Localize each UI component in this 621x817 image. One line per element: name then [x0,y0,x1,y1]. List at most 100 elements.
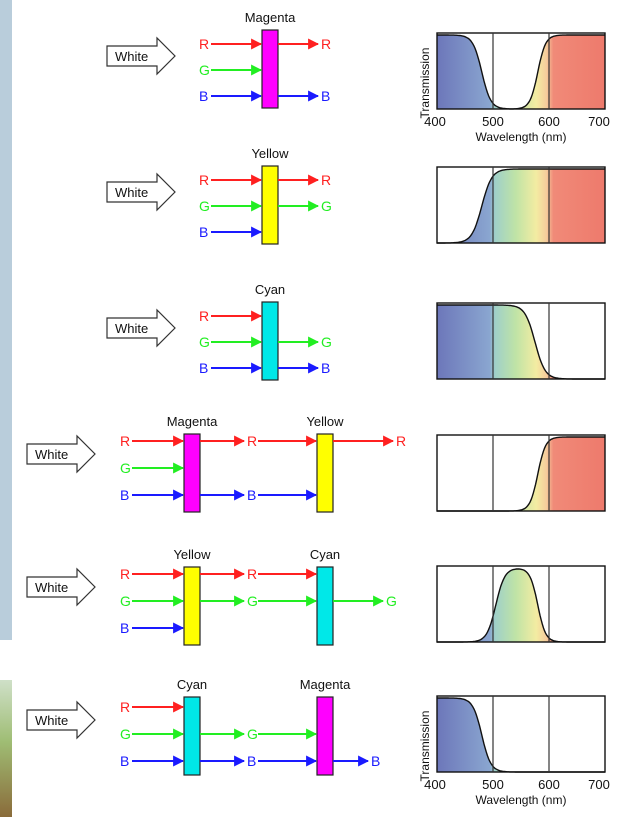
plot-frame [436,32,606,110]
x-tick-label: 600 [538,114,560,129]
transmission-curve [437,168,605,244]
filter-magenta [261,29,279,109]
input-label-r: R [199,172,209,188]
x-tick-label: 700 [588,777,610,792]
plot-frame [436,695,606,773]
input-label-r: R [199,308,209,324]
filter-yellow [183,566,201,646]
filter-label-magenta: Magenta [300,677,351,692]
filter-label-yellow: Yellow [251,146,289,161]
filter-magenta [183,433,201,513]
transmission-area [437,169,605,243]
filter-cyan [316,566,334,646]
x-axis-label: Wavelength (nm) [476,793,567,807]
input-label-b: B [120,487,129,503]
filter-yellow [261,165,279,245]
white-light-arrow-icon [106,36,176,76]
white-light-label: White [35,447,68,462]
plot-frame [436,434,606,512]
input-label-r: R [120,566,130,582]
filter-magenta [316,696,334,776]
filter-yellow [316,433,334,513]
filter-label-magenta: Magenta [245,10,296,25]
white-light-arrow-icon [106,308,176,348]
input-label-b: B [199,224,208,240]
output-label-b: B [321,88,330,104]
input-label-r: R [120,699,130,715]
transmission-curve [437,34,605,110]
filter-cyan [261,301,279,381]
input-label-g: G [120,593,131,609]
output-label-g: G [386,593,397,609]
x-tick-label: 600 [538,777,560,792]
output-label-b: B [247,753,256,769]
x-axis-label: Wavelength (nm) [476,130,567,144]
plot-frame [436,166,606,244]
filter-label-cyan: Cyan [310,547,340,562]
output-label-r: R [396,433,406,449]
filter-label-cyan: Cyan [255,282,285,297]
white-light-label: White [35,580,68,595]
input-label-b: B [120,753,129,769]
transmission-area [437,437,605,511]
input-label-g: G [199,62,210,78]
filter-label-yellow: Yellow [173,547,211,562]
background-photo-strip-top [0,0,12,640]
input-label-g: G [120,460,131,476]
output-label-b: B [321,360,330,376]
y-axis-label: Transmission [418,48,432,119]
x-tick-label: 400 [424,777,446,792]
white-light-label: White [115,185,148,200]
x-tick-label: 500 [482,777,504,792]
transmission-area [437,35,605,109]
white-light-arrow-icon [26,700,96,740]
x-tick-label: 500 [482,114,504,129]
input-label-b: B [199,360,208,376]
x-tick-label: 400 [424,114,446,129]
transmission-area [437,569,605,642]
white-light-arrow-icon [26,434,96,474]
plot-frame [436,565,606,643]
transmission-plot-2 [436,166,606,244]
output-label-g: G [247,726,258,742]
output-label-b: B [247,487,256,503]
input-label-r: R [120,433,130,449]
output-label-r: R [321,172,331,188]
filter-label-magenta: Magenta [167,414,218,429]
output-label-r: R [247,566,257,582]
background-photo-strip-bottom [0,680,12,817]
transmission-area [437,698,605,772]
transmission-area [437,305,605,379]
white-light-arrow-icon [106,172,176,212]
transmission-plot-5 [436,565,606,643]
input-label-b: B [120,620,129,636]
input-label-g: G [120,726,131,742]
output-label-b: B [371,753,380,769]
input-label-g: G [199,198,210,214]
filter-label-cyan: Cyan [177,677,207,692]
white-light-label: White [115,49,148,64]
plot-frame [436,302,606,380]
input-label-r: R [199,36,209,52]
white-light-label: White [115,321,148,336]
y-axis-label: Transmission [418,711,432,782]
output-label-r: R [247,433,257,449]
output-label-r: R [321,36,331,52]
input-label-g: G [199,334,210,350]
x-tick-label: 700 [588,114,610,129]
filter-label-yellow: Yellow [306,414,344,429]
white-light-label: White [35,713,68,728]
output-label-g: G [321,198,332,214]
output-label-g: G [321,334,332,350]
transmission-plot-3 [436,302,606,380]
output-label-g: G [247,593,258,609]
